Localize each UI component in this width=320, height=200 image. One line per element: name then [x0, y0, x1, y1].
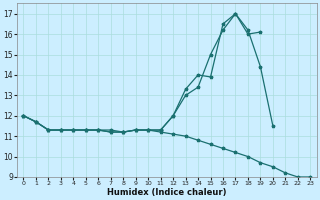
X-axis label: Humidex (Indice chaleur): Humidex (Indice chaleur) — [107, 188, 227, 197]
